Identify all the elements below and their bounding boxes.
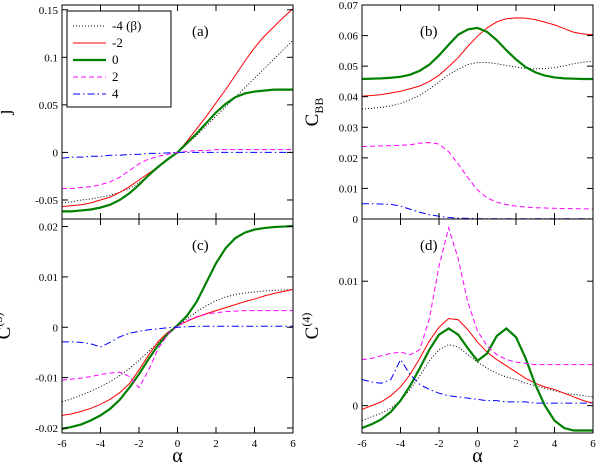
series-line-b-z0 — [362, 26, 593, 81]
legend: -4 (β) -2 0 2 4 — [66, 10, 172, 108]
series-line-b-m4 — [362, 60, 593, 110]
panel-d: -6 -4 -2 0 2 4 6 0 0.01 (d) C(4) α — [299, 218, 596, 463]
x-tick-label-c: -6 — [57, 438, 67, 450]
legend-label-p4: 4 — [112, 86, 119, 101]
x-tick-label-d: 4 — [552, 438, 558, 450]
x-axis-label-c: α — [172, 445, 183, 463]
series-line-b-m2 — [362, 17, 593, 97]
y-axis-label-a: j — [0, 109, 15, 115]
y-axis-label-sub-b: BB — [312, 98, 326, 114]
y-tick-label-b: 0.03 — [339, 122, 359, 134]
x-tick-label-d: 2 — [513, 438, 519, 450]
y-axis-label-main-c: C — [0, 327, 15, 340]
series-line-a-p2 — [62, 149, 293, 190]
x-tick-label-c: 6 — [290, 438, 296, 450]
panel-label-a: (a) — [192, 24, 209, 40]
x-tick-label-c: -4 — [96, 438, 106, 450]
panel-label-d: (d) — [420, 238, 438, 254]
series-line-d-z0 — [362, 327, 593, 432]
panel-c: -6 -4 -2 0 2 4 6 -0.02 -0.01 0 0.01 0.02 (c) C(3) α — [0, 218, 296, 463]
series-line-d-p4 — [362, 358, 593, 404]
y-tick-label-c: -0.01 — [35, 373, 58, 385]
y-axis-label-d: C(4) — [299, 313, 323, 340]
plot-frame-b — [361, 4, 594, 220]
panel-b: 0 0.01 0.02 0.03 0.04 0.05 0.06 0.07 (b) CBB — [302, 0, 594, 226]
x-tick-label-d: -4 — [396, 438, 406, 450]
y-tick-label-a: 0 — [53, 147, 59, 159]
x-tick-label-d: 0 — [475, 438, 481, 450]
y-tick-label-b: 0.02 — [339, 153, 358, 165]
x-tick-label-c: 0 — [175, 438, 181, 450]
plot-frame-d — [361, 218, 594, 434]
series-line-c-m2 — [62, 289, 293, 416]
y-tick-label-a: 0.1 — [44, 52, 58, 64]
x-axis-label-d: α — [472, 445, 483, 463]
legend-label-z0: 0 — [112, 52, 119, 67]
y-tick-label-a: -0.05 — [35, 195, 58, 207]
y-axis-label-c: C(3) — [0, 313, 15, 340]
y-tick-label-b: 0.04 — [339, 92, 359, 104]
x-tick-label-d: -6 — [357, 438, 367, 450]
series-line-a-z0 — [62, 88, 293, 213]
legend-label-p2: 2 — [112, 69, 119, 84]
y-axis-label-sup-c: (3) — [0, 313, 5, 327]
y-tick-label-b: 0 — [353, 214, 359, 226]
y-tick-label-b: 0.06 — [339, 31, 359, 43]
y-axis-label-main-d: C — [302, 327, 323, 340]
x-tick-label-c: -2 — [134, 438, 143, 450]
x-tick-label-c: 2 — [213, 438, 219, 450]
y-tick-label-c: -0.02 — [35, 423, 58, 435]
y-axis-label-main-a: j — [0, 109, 15, 115]
y-tick-label-a: 0.15 — [39, 5, 59, 17]
y-axis-label-b: CBB — [302, 98, 326, 127]
y-tick-label-a: 0.05 — [39, 100, 59, 112]
y-tick-label-d: 0.01 — [339, 276, 358, 288]
y-tick-label-b: 0.01 — [339, 183, 358, 195]
x-tick-label-c: 4 — [252, 438, 258, 450]
series-line-c-p2 — [62, 310, 293, 389]
y-tick-label-c: 0.02 — [39, 222, 58, 234]
panel-label-c: (c) — [192, 238, 209, 254]
x-tick-label-d: 6 — [590, 438, 596, 450]
series-line-b-p2 — [362, 142, 593, 210]
series-line-d-m2 — [362, 318, 593, 410]
legend-label-m2: -2 — [112, 35, 123, 50]
series-line-a-p4 — [62, 151, 293, 159]
y-tick-label-c: 0.01 — [39, 272, 58, 284]
y-tick-label-d: 0 — [353, 401, 359, 413]
series-line-d-p2 — [362, 225, 593, 366]
series-line-c-z0 — [62, 224, 293, 431]
y-axis-label-sup-d: (4) — [299, 313, 313, 327]
series-line-d-m4 — [362, 344, 593, 422]
y-tick-label-c: 0 — [53, 322, 59, 334]
panel-label-b: (b) — [420, 24, 438, 40]
y-tick-label-b: 0.07 — [339, 0, 359, 12]
y-tick-label-b: 0.05 — [339, 61, 359, 73]
series-line-c-p4 — [62, 325, 293, 348]
x-tick-label-d: -2 — [434, 438, 443, 450]
legend-label-m4: -4 (β) — [112, 18, 141, 33]
series-line-c-m4 — [62, 288, 293, 403]
y-axis-label-main-b: C — [302, 114, 323, 127]
